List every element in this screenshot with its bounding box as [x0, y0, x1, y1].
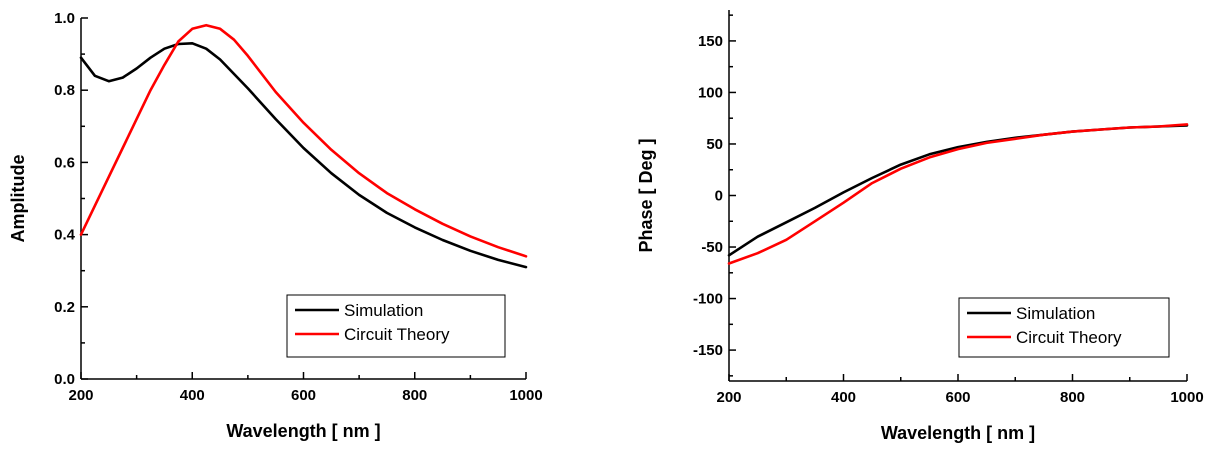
x-axis-title: Wavelength [ nm ] [226, 421, 380, 441]
y-tick-label: 150 [698, 33, 723, 50]
y-tick-label: 0 [715, 188, 723, 205]
x-tick-label: 1000 [509, 387, 542, 404]
legend-box [286, 294, 506, 358]
legend-label: Simulation [1016, 304, 1095, 323]
amplitude-chart: 200 400 600 800 1000 0.0 0.2 0.4 0.6 0.8 1.0 Wavele… [0, 0, 600, 455]
x-tick-label: 400 [831, 389, 856, 406]
x-tick-label: 600 [945, 389, 970, 406]
y-axis-title: Phase [ Deg ] [636, 138, 656, 252]
x-tick-label: 600 [291, 387, 316, 404]
legend-box [958, 297, 1170, 358]
y-tick-label: -100 [693, 291, 723, 308]
x-axis-title: Wavelength [ nm ] [881, 423, 1035, 443]
x-tick-label: 200 [716, 389, 741, 406]
y-tick-label: 1.0 [54, 10, 75, 27]
legend-label: Simulation [344, 301, 423, 320]
y-tick-label: 0.0 [54, 371, 75, 388]
x-tick-label: 400 [180, 387, 205, 404]
x-tick-label: 800 [1060, 389, 1085, 406]
y-tick-label: 50 [706, 136, 723, 153]
y-tick-label: 0.2 [54, 299, 75, 316]
legend-label: Circuit Theory [1016, 328, 1122, 347]
phase-chart: 200 400 600 800 1000 -150 -100 -50 0 50 100 150 Wave… [612, 0, 1225, 455]
series-line-simulation [79, 41, 528, 269]
y-axis-title: Amplitude [8, 155, 28, 243]
y-tick-label: 100 [698, 84, 723, 101]
x-tick-label: 200 [68, 387, 93, 404]
phase-chart-svg: 200 400 600 800 1000 -150 -100 -50 0 50 100 150 Wave… [636, 10, 1204, 443]
y-tick-label: 0.8 [54, 82, 75, 99]
y-tick-label: -150 [693, 342, 723, 359]
series-line-circuit-theory [727, 123, 1189, 265]
y-tick-label: 0.4 [54, 227, 76, 244]
legend-label: Circuit Theory [344, 325, 450, 344]
amplitude-chart-svg: 200 400 600 800 1000 0.0 0.2 0.4 0.6 0.8 1.0 Wavele… [8, 10, 543, 441]
x-tick-label: 1000 [1170, 389, 1203, 406]
series-line-circuit-theory [79, 23, 528, 258]
x-tick-label: 800 [402, 387, 427, 404]
series-line-simulation [727, 124, 1189, 257]
y-tick-label: -50 [701, 239, 723, 256]
y-tick-label: 0.6 [54, 154, 75, 171]
